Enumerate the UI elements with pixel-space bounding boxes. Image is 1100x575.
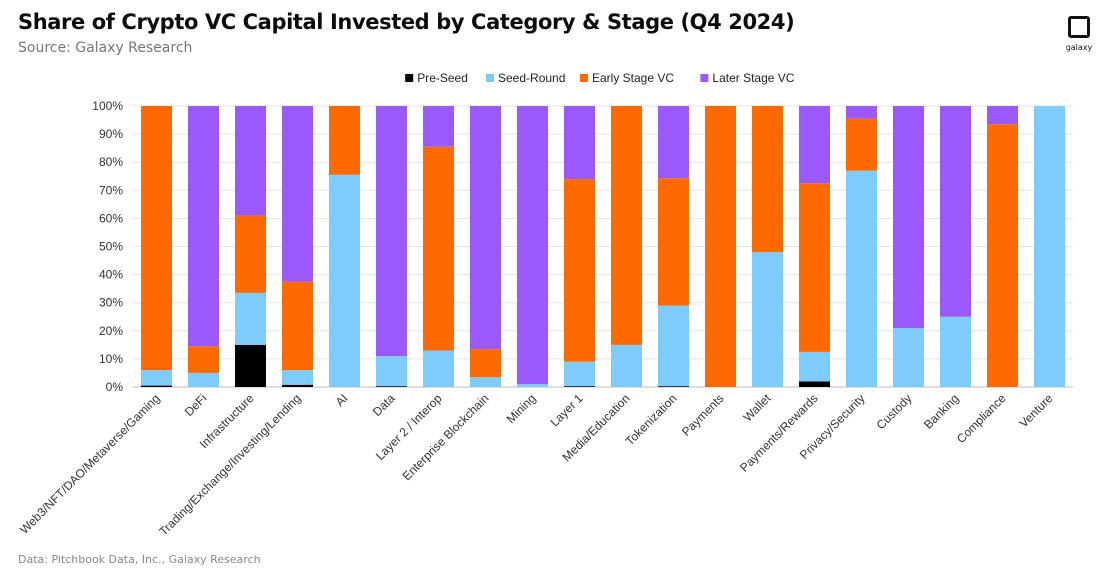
bar-mining-seed-round [517, 384, 548, 387]
bar-venture-seed-round [1034, 106, 1065, 387]
bar-defi-seed-round [188, 372, 219, 387]
data-source-note: Data: Pitchbook Data, Inc., Galaxy Resea… [18, 553, 261, 566]
x-axis-labels: Web3/NFT/DAO/Metaverse/Gaming DeFiInfrast… [17, 391, 1056, 539]
bar-ai-seed-round [329, 174, 360, 387]
legend-swatch-pre-seed [405, 74, 414, 82]
bar-web3-nft-dao-metaverse-gaming-seed-round [141, 370, 172, 386]
bar-data-pre-seed [376, 386, 407, 387]
y-tick-label: 90% [99, 127, 123, 141]
bar-payments-rewards-pre-seed [799, 381, 830, 387]
bar-enterprise-blockchain-early-stage-vc [470, 349, 501, 378]
bar-web3-nft-dao-metaverse-gaming-pre-seed [141, 385, 172, 387]
y-tick-label: 30% [99, 296, 123, 310]
x-tick-label: Layer 1 [547, 391, 585, 429]
bar-tokenization-early-stage-vc [658, 178, 689, 306]
bar-media-education-seed-round [611, 344, 642, 387]
bar-web3-nft-dao-metaverse-gaming-early-stage-vc [141, 106, 172, 371]
bar-ai-early-stage-vc [329, 106, 360, 175]
legend-label-later-stage-vc: Later Stage VC [712, 71, 794, 85]
bar-defi-later-stage-vc [188, 106, 219, 347]
bar-tokenization-seed-round [658, 305, 689, 387]
x-tick-label: Data [370, 391, 398, 419]
x-tick-label: Banking [921, 391, 962, 432]
bar-infrastructure-pre-seed [235, 344, 266, 387]
bar-layer-2-interop-early-stage-vc [423, 146, 454, 351]
y-axis-ticks: 0% 10% 20% 30% 40% 50% 60% 70% 80% 90% 100% [92, 99, 123, 394]
y-tick-label: 50% [99, 240, 123, 254]
bar-privacy-security-early-stage-vc [846, 118, 877, 171]
legend-swatch-later-stage-vc [700, 74, 709, 82]
x-tick-label: DeFi [182, 391, 210, 419]
bar-layer-1-seed-round [564, 361, 595, 387]
bar-wallet-early-stage-vc [752, 106, 783, 253]
galaxy-logo-text: galaxy [1065, 43, 1093, 52]
bar-compliance-later-stage-vc [987, 106, 1018, 125]
bar-payments-early-stage-vc [705, 106, 736, 387]
bar-data-seed-round [376, 356, 407, 387]
chart-legend: Pre-Seed Seed-Round Early Stage VC Later St… [405, 71, 795, 85]
x-tick-label: Payments [679, 391, 727, 439]
bar-enterprise-blockchain-later-stage-vc [470, 106, 501, 350]
bar-media-education-early-stage-vc [611, 106, 642, 345]
bar-layer-2-interop-seed-round [423, 350, 454, 387]
legend-label-early-stage-vc: Early Stage VC [592, 71, 674, 85]
bar-custody-seed-round [893, 327, 924, 387]
x-tick-label: Enterprise Blockchain [400, 391, 492, 483]
chart-subtitle: Source: Galaxy Research [18, 40, 193, 56]
bar-data-later-stage-vc [376, 106, 407, 357]
bar-layer-1-early-stage-vc [564, 179, 595, 362]
bar-enterprise-blockchain-seed-round [470, 377, 501, 387]
bar-trading-exchange-investing-lending-seed-round [282, 370, 313, 385]
bar-banking-later-stage-vc [940, 106, 971, 317]
y-tick-label: 20% [99, 324, 123, 338]
x-tick-label: Payments/Rewards [737, 391, 820, 474]
bar-banking-seed-round [940, 316, 971, 387]
x-tick-label: Web3/NFT/DAO/Metaverse/Gaming [17, 391, 163, 537]
bar-custody-later-stage-vc [893, 106, 924, 328]
bar-trading-exchange-investing-lending-pre-seed [282, 384, 313, 387]
bar-layer-2-interop-later-stage-vc [423, 106, 454, 147]
x-tick-label: AI [333, 391, 351, 409]
galaxy-logo-icon [1068, 16, 1090, 38]
x-tick-label: Venture [1016, 391, 1055, 430]
bar-defi-early-stage-vc [188, 346, 219, 373]
bar-trading-exchange-investing-lending-later-stage-vc [282, 106, 313, 282]
y-tick-label: 70% [99, 183, 123, 197]
y-tick-label: 0% [106, 380, 124, 394]
chart-gridlines [133, 105, 1073, 388]
x-tick-label: Custody [874, 391, 915, 432]
y-tick-label: 100% [92, 99, 123, 113]
y-tick-label: 60% [99, 211, 123, 225]
chart-bars [141, 106, 1065, 387]
y-tick-label: 10% [99, 352, 123, 366]
legend-swatch-early-stage-vc [580, 74, 588, 82]
legend-label-seed-round: Seed-Round [498, 71, 565, 85]
bar-infrastructure-early-stage-vc [235, 215, 266, 293]
bar-tokenization-later-stage-vc [658, 106, 689, 179]
bar-compliance-early-stage-vc [987, 124, 1018, 387]
bar-layer-1-pre-seed [564, 386, 595, 387]
bar-tokenization-pre-seed [658, 386, 689, 387]
x-tick-label: Mining [504, 391, 539, 426]
bar-wallet-seed-round [752, 252, 783, 387]
bar-mining-later-stage-vc [517, 106, 548, 385]
galaxy-logo: galaxy [1063, 16, 1095, 52]
chart-title: Share of Crypto VC Capital Invested by C… [18, 10, 795, 34]
x-tick-label: Compliance [954, 391, 1009, 446]
bar-layer-1-later-stage-vc [564, 106, 595, 180]
bar-privacy-security-seed-round [846, 170, 877, 387]
bar-infrastructure-later-stage-vc [235, 106, 266, 216]
legend-swatch-seed-round [486, 74, 494, 82]
legend-label-pre-seed: Pre-Seed [417, 71, 468, 85]
x-tick-label: Wallet [740, 391, 774, 425]
y-tick-label: 80% [99, 155, 123, 169]
bar-privacy-security-later-stage-vc [846, 106, 877, 119]
bar-payments-rewards-seed-round [799, 351, 830, 382]
bar-infrastructure-seed-round [235, 292, 266, 345]
bar-payments-rewards-later-stage-vc [799, 106, 830, 184]
y-tick-label: 40% [99, 268, 123, 282]
bar-payments-rewards-early-stage-vc [799, 183, 830, 352]
bar-trading-exchange-investing-lending-early-stage-vc [282, 281, 313, 371]
